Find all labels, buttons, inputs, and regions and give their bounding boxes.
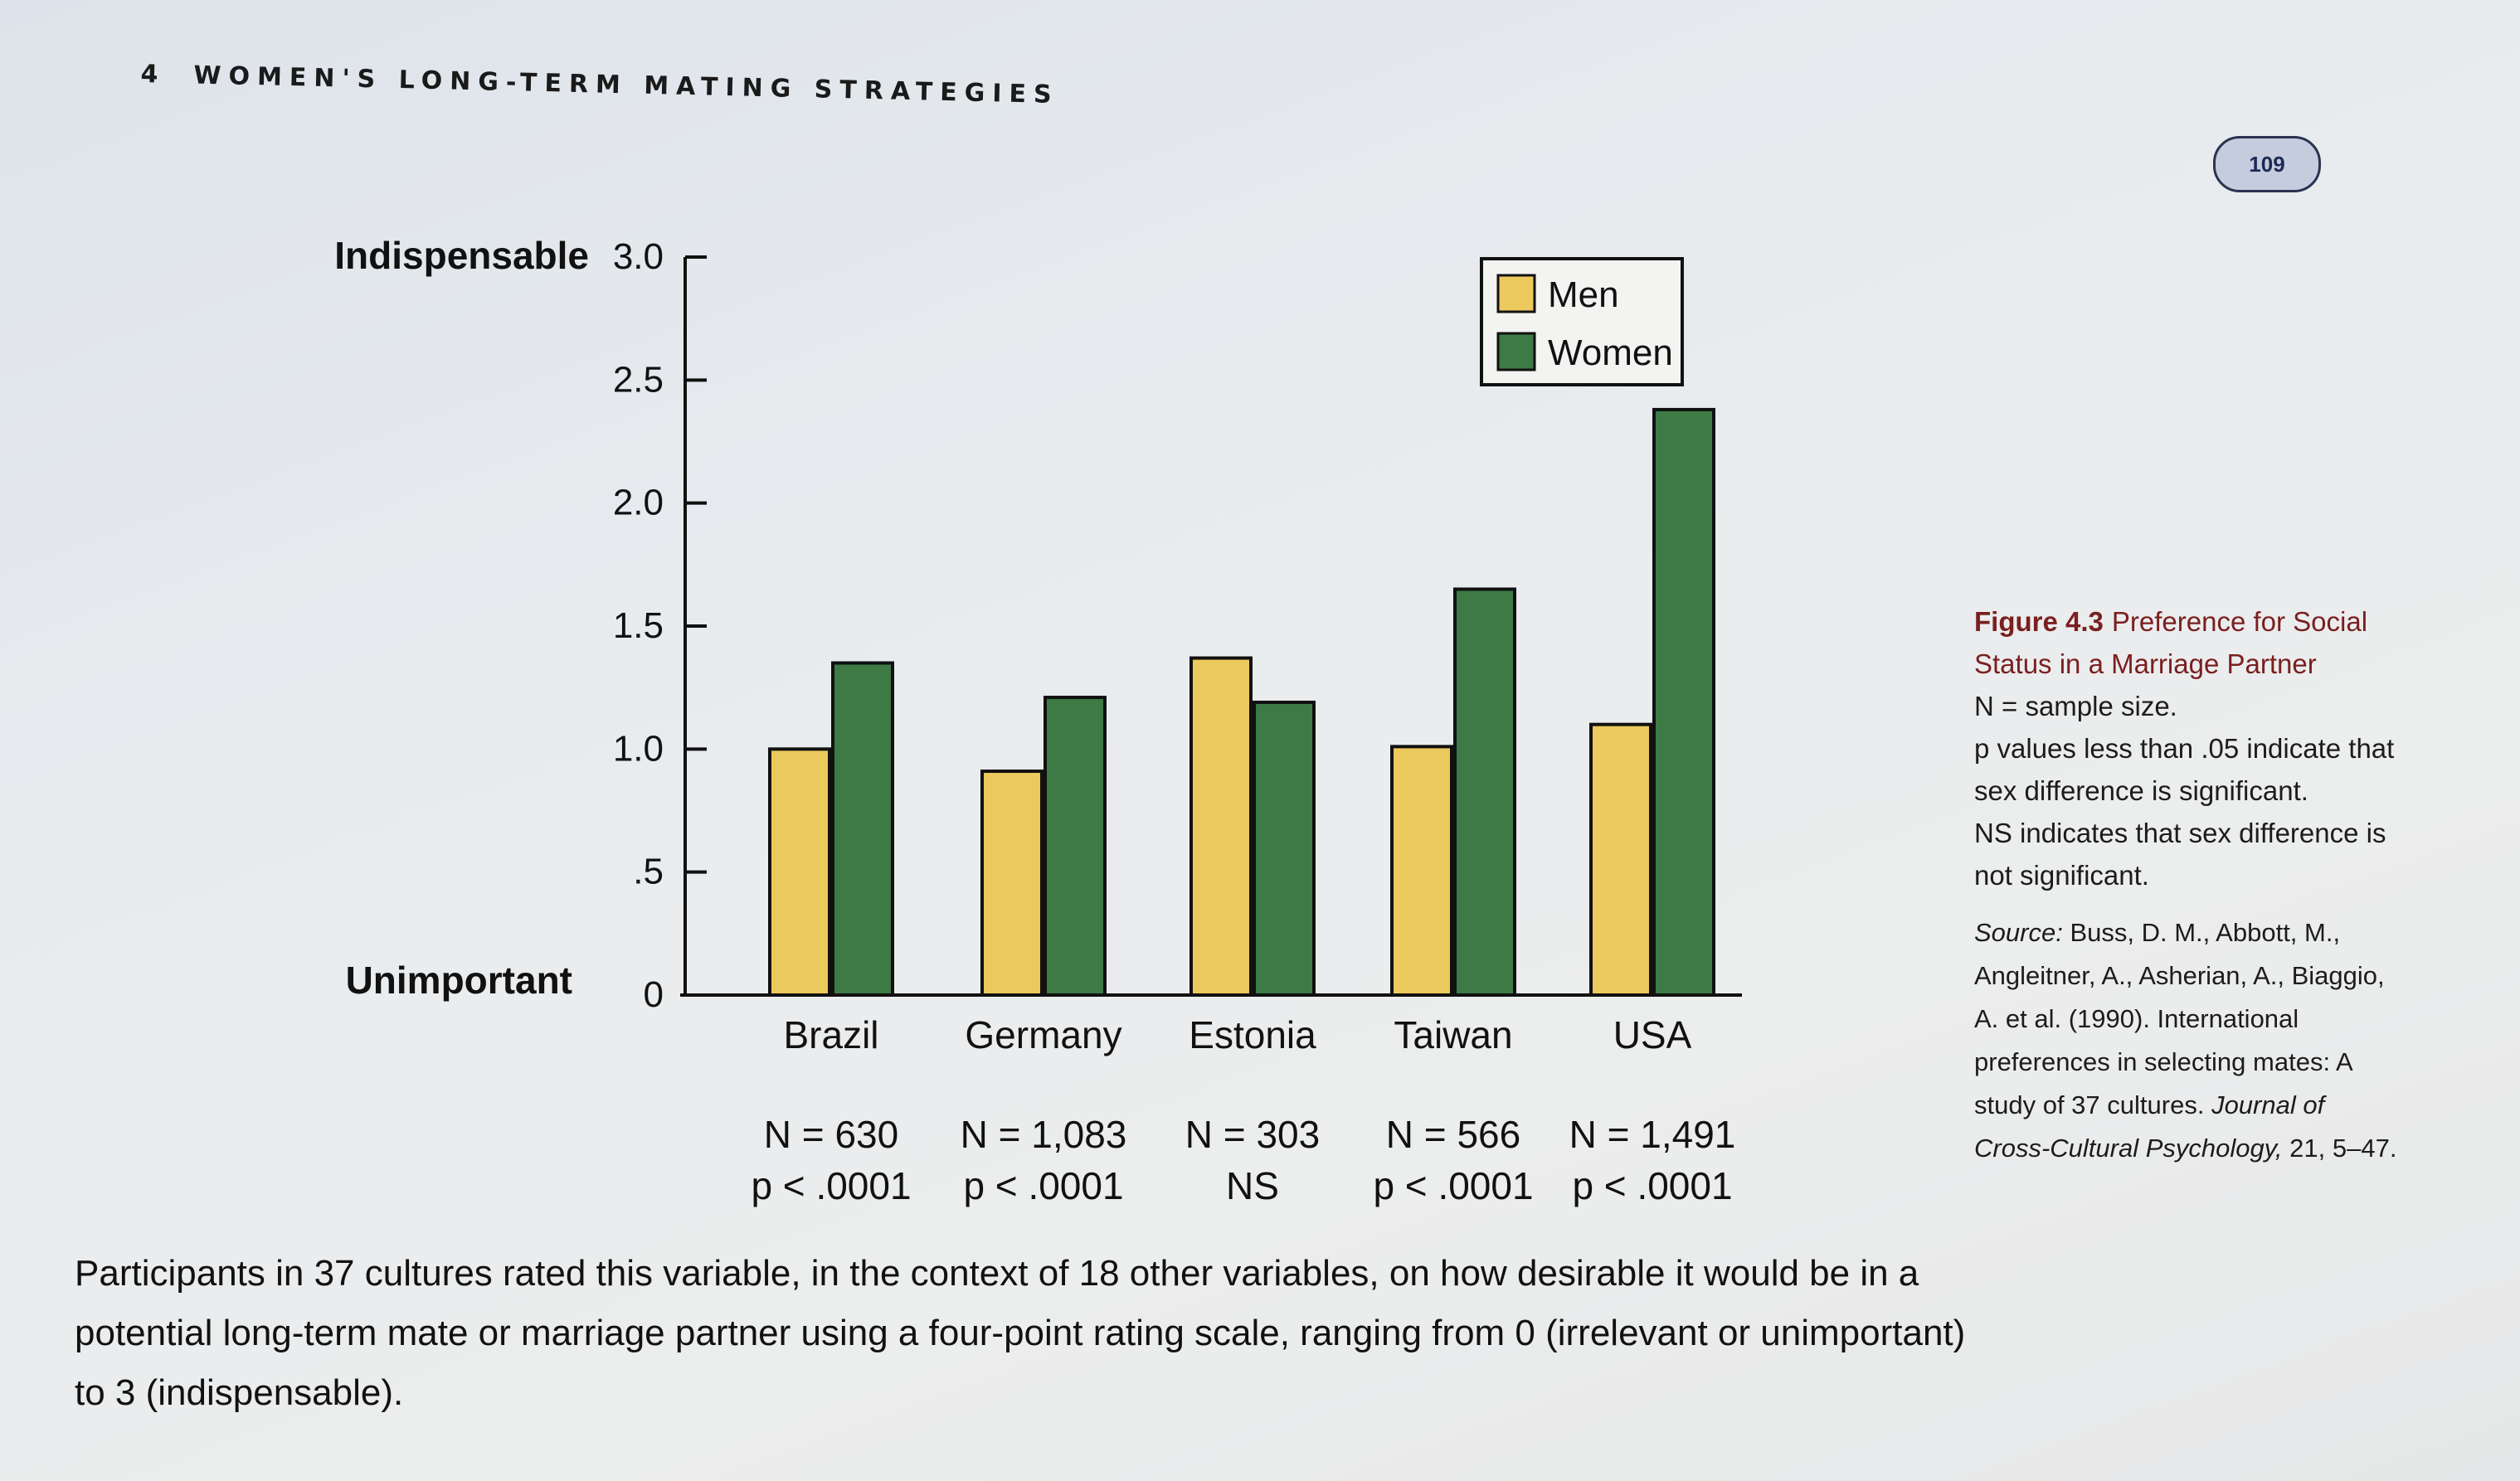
bar-women [1453,587,1516,997]
y-tick-label: 3.0 [613,236,664,277]
chart-description: Participants in 37 cultures rated this v… [75,1253,1966,1413]
source-journal: Journal of Cross-Cultural Psychology, [1974,1090,2325,1163]
bar-men [1589,722,1652,998]
x-category-label: Estonia [1189,1013,1316,1056]
p-value-label: p < .0001 [963,1164,1123,1207]
chart-labels: 0 .5 1.0 1.5 2.0 2.5 3.0 Indispensable Unimporta… [334,234,1735,1207]
figure-title: Figure 4.3 Preference for Social Status i… [1974,600,2406,685]
y-top-label: Indispensable [334,234,589,277]
bar-men [1390,745,1453,997]
bar-men [768,747,831,997]
bar-women [831,661,894,997]
caption-line: NS indicates that sex difference is not … [1974,818,2386,891]
legend-swatch-men [1496,274,1536,313]
y-tick-label: 2.0 [613,483,664,523]
source-text: Buss, D. M., Abbott, M., Angleitner, A.,… [1974,918,2385,1119]
legend-label-men: Men [1548,274,1619,315]
bar-men [980,770,1044,997]
y-tick-label: 0 [644,974,664,1015]
bar-chart: 0 .5 1.0 1.5 2.0 2.5 3.0 Indispensable Unimporta… [334,234,1742,1207]
chart-bars [768,407,1715,998]
p-value-label: p < .0001 [1572,1164,1732,1207]
sample-size-label: N = 566 [1386,1113,1520,1156]
x-category-label: Germany [965,1013,1121,1056]
sample-size-label: N = 303 [1185,1113,1320,1156]
figure-caption: Figure 4.3 Preference for Social Status i… [1974,600,2406,1170]
sample-size-label: N = 1,491 [1569,1113,1736,1156]
page-number-badge[interactable]: 109 [2213,136,2321,192]
caption-line: N = sample size. [1974,691,2177,721]
sample-size-label: N = 1,083 [961,1113,1127,1156]
bar-men [1189,656,1253,997]
x-category-label: Taiwan [1394,1013,1512,1056]
p-value-label: p < .0001 [1373,1164,1533,1207]
y-bottom-label: Unimportant [346,959,572,1002]
y-tick-label: 1.5 [613,605,664,646]
legend-swatch-women [1496,332,1536,371]
y-tick-label: 2.5 [613,359,664,400]
sample-size-label: N = 630 [764,1113,898,1156]
source-citation: 21, 5–47. [2289,1134,2397,1163]
figure-title-text: Preference for Social Status in a Marria… [1974,606,2368,679]
x-category-label: USA [1613,1013,1692,1056]
bar-women [1044,696,1107,997]
y-tick-label: .5 [633,852,664,892]
caption-source: Source: Buss, D. M., Abbott, M., Angleit… [1974,911,2406,1170]
source-label: Source: [1974,918,2063,947]
bar-women [1652,407,1715,997]
p-value-label: p < .0001 [751,1164,911,1207]
legend-label-women: Women [1548,333,1673,373]
x-category-label: Brazil [783,1013,878,1056]
p-value-label: NS [1226,1164,1279,1207]
chart-legend: Men Women [1480,257,1684,386]
caption-line: p values less than .05 indicate that sex… [1974,733,2395,806]
y-tick-label: 1.0 [613,728,664,769]
figure-label: Figure 4.3 [1974,606,2104,637]
bar-women [1253,700,1316,997]
